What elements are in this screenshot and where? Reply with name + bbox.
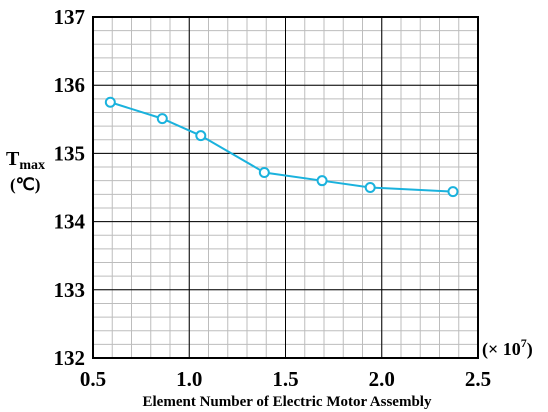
- y-axis-label-main: T: [6, 148, 20, 170]
- x-tick-label: 2.5: [465, 367, 491, 391]
- data-point: [195, 130, 207, 142]
- x-axis-multiplier: (× 107): [482, 336, 533, 360]
- data-point: [156, 113, 168, 125]
- data-point: [316, 175, 328, 187]
- y-tick-label: 134: [54, 210, 86, 234]
- y-axis-label: Tmax: [6, 148, 45, 173]
- data-point: [104, 96, 116, 108]
- y-tick-label: 137: [54, 5, 86, 29]
- x-tick-label: 1.5: [272, 367, 298, 391]
- plot-frame: [92, 16, 479, 359]
- y-tick-label: 135: [54, 141, 86, 165]
- series-layer: [104, 96, 459, 198]
- x-axis-label: Element Number of Electric Motor Assembl…: [143, 394, 432, 410]
- y-tick-label: 132: [54, 346, 86, 370]
- x-tick-labels: 0.5 1.0 1.5 2.0 2.5: [80, 367, 491, 391]
- y-tick-label: 133: [54, 278, 86, 302]
- x-axis-multiplier-close: ): [527, 339, 533, 360]
- x-axis-multiplier-exponent: 7: [521, 336, 527, 350]
- y-tick-labels: 132 133 134 135 136 137: [54, 5, 86, 370]
- y-axis-label-subscript: max: [19, 158, 45, 173]
- y-axis-unit: (℃): [10, 175, 40, 194]
- x-tick-label: 1.0: [176, 367, 202, 391]
- data-point: [447, 186, 459, 198]
- x-tick-label: 2.0: [369, 367, 395, 391]
- y-tick-label: 136: [54, 73, 86, 97]
- data-point: [258, 166, 270, 178]
- x-axis-multiplier-base: (× 10: [482, 339, 521, 360]
- data-point: [364, 182, 376, 193]
- x-tick-label: 0.5: [80, 367, 106, 391]
